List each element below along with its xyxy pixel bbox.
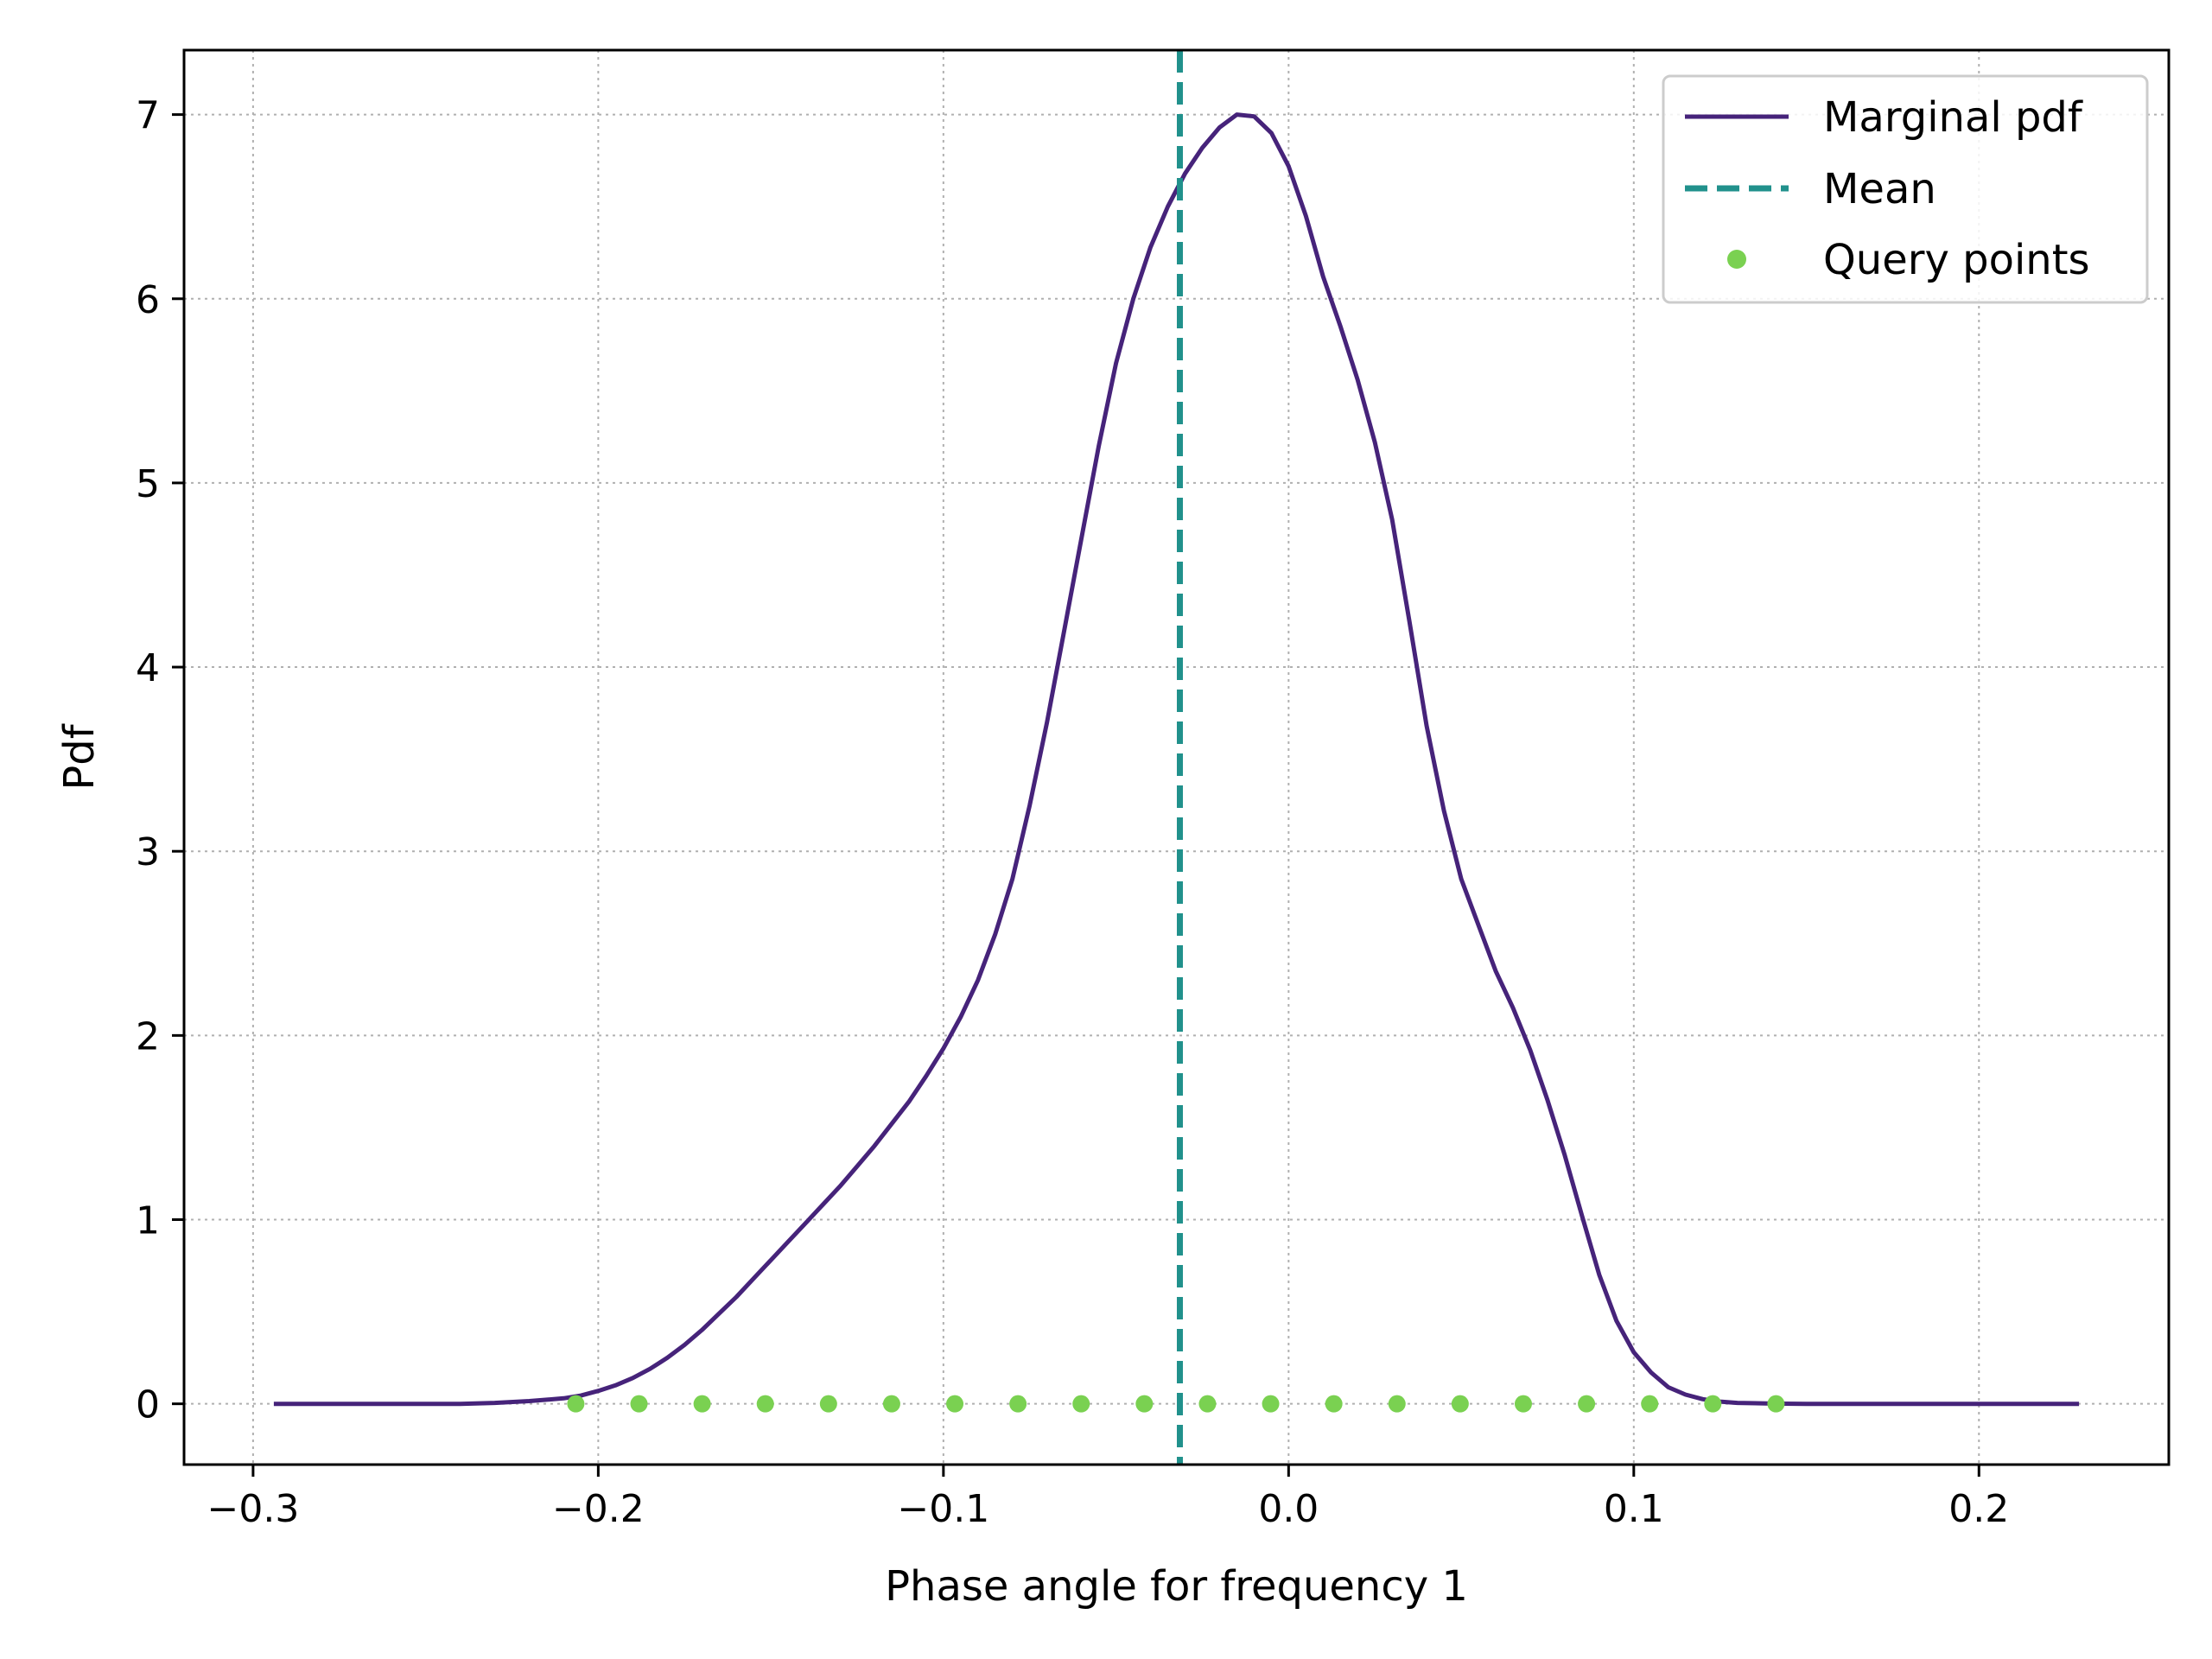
legend-label-query-points: Query points [1823, 236, 2090, 284]
x-tick-label: 0.1 [1604, 1487, 1664, 1531]
y-tick-label: 0 [136, 1383, 160, 1427]
plot-data [273, 50, 2080, 1465]
y-tick-label: 7 [136, 94, 160, 138]
query-point [1135, 1395, 1154, 1413]
query-point [1641, 1395, 1659, 1413]
query-point [1578, 1395, 1596, 1413]
query-point [946, 1395, 964, 1413]
y-tick-label: 4 [136, 646, 160, 690]
query-point [693, 1395, 711, 1413]
query-point [630, 1395, 648, 1413]
x-tick-label: −0.3 [207, 1487, 299, 1531]
query-point [1198, 1395, 1217, 1413]
query-point [1704, 1395, 1722, 1413]
query-point [1009, 1395, 1027, 1413]
query-point [1451, 1395, 1469, 1413]
y-tick-label: 5 [136, 462, 160, 506]
y-axis-label: Pdf [55, 723, 104, 790]
query-point [756, 1395, 774, 1413]
query-point [1514, 1395, 1532, 1413]
y-tick-label: 6 [136, 278, 160, 322]
legend: Marginal pdf Mean Query points [1662, 74, 2149, 304]
x-tick-label: −0.1 [897, 1487, 989, 1531]
y-tick-label: 3 [136, 830, 160, 874]
x-tick-label: −0.2 [552, 1487, 645, 1531]
x-tick-label: 0.0 [1258, 1487, 1319, 1531]
plot-frame [182, 48, 2171, 1466]
axis-ticks: −0.3 −0.2 −0.1 0.0 0.1 0.2 0 1 2 3 4 5 6 7 [136, 94, 2009, 1531]
query-point [1767, 1395, 1785, 1413]
x-axis-label: Phase angle for frequency 1 [885, 1562, 1468, 1611]
query-point [1262, 1395, 1280, 1413]
legend-label-mean: Mean [1823, 165, 1936, 213]
legend-swatch-query-points [1727, 250, 1746, 269]
query-point [1325, 1395, 1343, 1413]
marginal-pdf-line [273, 112, 2080, 1407]
x-tick-label: 0.2 [1948, 1487, 2009, 1531]
query-point [819, 1395, 837, 1413]
query-point [1388, 1395, 1406, 1413]
query-point [567, 1395, 585, 1413]
query-point [882, 1395, 900, 1413]
legend-box [1662, 74, 2149, 304]
query-point [1072, 1395, 1090, 1413]
legend-label-marginal-pdf: Marginal pdf [1823, 93, 2083, 142]
y-tick-label: 1 [136, 1199, 160, 1243]
y-tick-label: 2 [136, 1014, 160, 1058]
